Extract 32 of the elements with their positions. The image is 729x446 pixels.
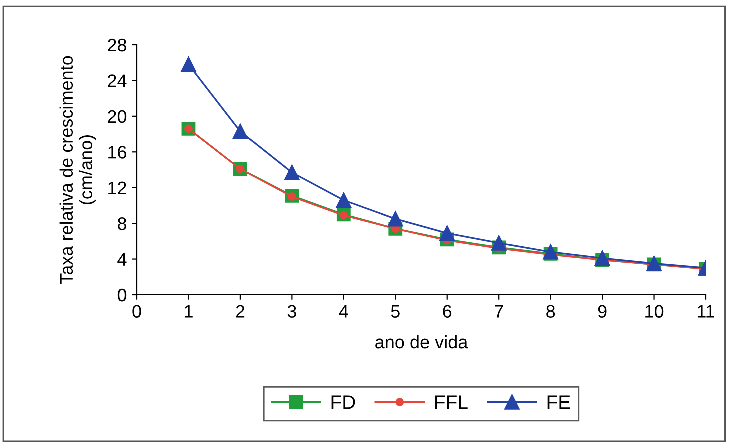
legend-label: FFL (436, 396, 468, 410)
x-tick-label: 4 (339, 305, 348, 318)
x-tick-label: 9 (598, 305, 607, 318)
x-tick-label: 6 (443, 305, 452, 318)
y-tick-label: 0 (118, 288, 127, 302)
point (388, 211, 404, 227)
point (284, 165, 300, 180)
x-tick-label: 2 (236, 305, 245, 318)
x-tick-label: 7 (494, 305, 504, 318)
y-tick-label: 24 (108, 74, 127, 88)
point (181, 57, 196, 72)
point (491, 236, 507, 251)
y-tick-label: 20 (108, 110, 127, 124)
x-tick-label: 5 (391, 305, 400, 318)
x-tick-label: 10 (646, 305, 664, 318)
x-axis-title: ano de vida (376, 335, 468, 349)
x-tick-label: 3 (288, 305, 296, 318)
legend-label: FE (548, 396, 570, 410)
legend-label: FD (332, 396, 356, 410)
x-tick-label: 8 (546, 305, 556, 318)
x-tick-label: 0 (132, 305, 142, 318)
x-tick-label: 11 (698, 305, 714, 318)
y-tick-label: 28 (108, 38, 126, 52)
y-tick-label: 8 (118, 218, 126, 230)
point (232, 124, 248, 140)
y-tick-label: 16 (108, 146, 126, 159)
y-tick-label: 4 (118, 253, 127, 266)
x-tick-label: 1 (185, 305, 193, 318)
y-axis-title: Taxa relativa de crescimento (cm/ano) (60, 56, 96, 284)
y-tick-label: 12 (108, 182, 126, 194)
point (336, 192, 352, 208)
point (440, 226, 456, 242)
